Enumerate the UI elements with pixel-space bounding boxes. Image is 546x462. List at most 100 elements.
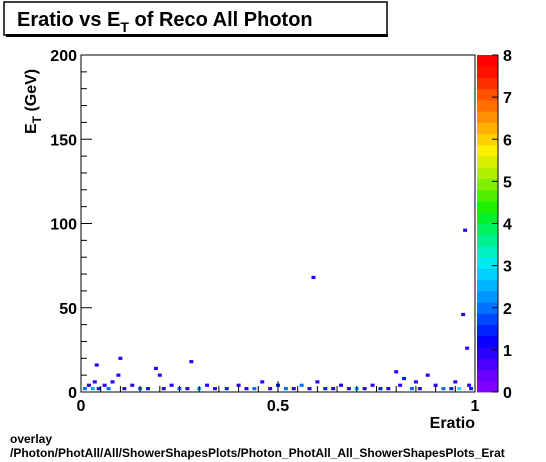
heatmap-cell	[425, 373, 430, 377]
palette-swatch	[477, 55, 498, 67]
palette-swatch	[477, 88, 498, 101]
heatmap-cell	[90, 387, 95, 391]
palette-swatch	[477, 245, 498, 258]
x-tick-label: 0	[77, 398, 86, 415]
palette-labels: 0 1 2 3 4 5 6 7 8	[492, 48, 512, 402]
palette-swatch	[477, 77, 498, 90]
heatmap-cell	[252, 387, 257, 391]
heatmap-cell	[189, 360, 194, 364]
palette-swatch	[477, 369, 498, 382]
palette-swatch	[477, 156, 498, 168]
heatmap-cell	[236, 383, 241, 387]
heatmap-cell	[157, 373, 162, 377]
heatmap-cell	[244, 387, 249, 391]
palette-swatch	[477, 133, 498, 146]
heatmap-cell	[212, 387, 217, 391]
heatmap-cell	[315, 380, 320, 384]
heatmap-cell	[260, 380, 265, 384]
palette-swatch	[477, 335, 498, 348]
palette-tick-label: 3	[503, 259, 512, 276]
palette-swatch	[477, 66, 498, 78]
palette-swatch	[477, 189, 498, 202]
heatmap-cell	[169, 383, 174, 387]
heatmap-cell	[386, 387, 391, 391]
palette-swatch	[477, 99, 498, 112]
palette-swatch	[477, 178, 498, 191]
heatmap-cell	[291, 387, 296, 391]
heatmap-cell	[398, 383, 403, 387]
heatmap-cell	[453, 380, 458, 384]
palette-swatch	[477, 257, 498, 269]
heatmap-cell	[299, 383, 304, 387]
title-box	[3, 1, 388, 36]
heatmap-cell	[96, 387, 101, 391]
x-axis-title: Eratio	[430, 415, 476, 432]
palette-swatch	[477, 358, 498, 370]
heatmap-cell	[413, 380, 418, 384]
palette-tick-label: 1	[503, 343, 512, 360]
heatmap-cell	[145, 387, 150, 391]
heatmap-cell	[94, 363, 99, 367]
x-tick-label: 1	[471, 398, 480, 415]
footer-path-label: /Photon/PhotAll/All/ShowerShapesPlots/Ph…	[10, 446, 505, 460]
palette-tick-label: 0	[503, 385, 512, 402]
palette-swatch	[477, 111, 498, 123]
y-tick-label: 100	[50, 217, 77, 234]
palette-tick-label: 5	[503, 174, 512, 191]
heatmap-cell	[205, 383, 210, 387]
heatmap-cell	[346, 387, 351, 391]
palette-swatch	[477, 144, 498, 157]
palette-swatch	[477, 167, 498, 179]
heatmap-cell	[268, 387, 273, 391]
y-tick-label: 0	[68, 385, 77, 402]
heatmap-cell	[339, 383, 344, 387]
palette-swatch	[477, 324, 498, 337]
heatmap-cell	[283, 387, 288, 391]
heatmap-cell	[441, 387, 446, 391]
palette-tick-label: 7	[503, 90, 512, 107]
axis-ticks	[80, 54, 476, 393]
palette-swatch	[477, 122, 498, 135]
palette-tick-label: 6	[503, 132, 512, 149]
footer-overlay-label: overlay	[10, 432, 53, 446]
heatmap-cell	[161, 387, 166, 391]
palette-swatch	[477, 223, 498, 236]
y-tick-label: 50	[59, 301, 77, 318]
heatmap-cell	[362, 387, 367, 391]
heatmap-cell	[122, 387, 127, 391]
heatmap-cell	[116, 373, 121, 377]
palette-tick-label: 8	[503, 48, 512, 65]
heatmap-cell	[102, 383, 107, 387]
heatmap-cell	[469, 387, 474, 391]
heatmap-cell	[409, 387, 414, 391]
palette-swatch	[477, 279, 498, 292]
heatmap-cell	[465, 346, 470, 350]
heatmap-cell	[394, 370, 399, 374]
heatmap-cell	[402, 376, 407, 381]
heatmap-cell	[461, 312, 466, 317]
heatmap-cell	[82, 387, 87, 391]
heatmap-cell	[323, 387, 328, 391]
heatmap-cell	[106, 387, 111, 391]
heatmap-cell	[467, 383, 472, 387]
palette-swatch	[477, 347, 498, 359]
heatmap-cell	[311, 275, 316, 280]
color-palette	[477, 55, 499, 393]
x-tick-label: 0.5	[267, 398, 289, 415]
heatmap-cell	[331, 387, 336, 391]
chart-title: Eratio vs ET of Reco All Photon	[17, 9, 313, 35]
y-tick-label: 150	[50, 132, 77, 149]
heatmap-cell	[153, 366, 158, 371]
palette-swatch	[477, 290, 498, 303]
y-axis-title: ET (GeV)	[23, 69, 44, 134]
plot-area	[80, 54, 476, 393]
heatmap-cell	[224, 387, 229, 391]
heatmap-cell	[110, 380, 115, 384]
heatmap-cell	[463, 228, 468, 232]
palette-swatch	[477, 380, 498, 393]
palette-swatch	[477, 268, 498, 281]
heatmap-cell	[378, 387, 383, 391]
heatmap-cell	[130, 383, 135, 387]
palette-swatch	[477, 201, 498, 213]
